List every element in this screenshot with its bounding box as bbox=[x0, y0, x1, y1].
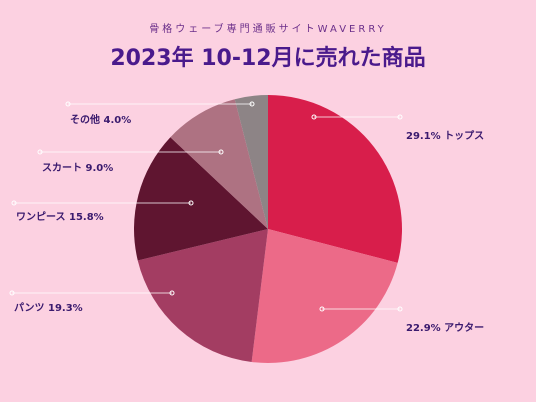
leader-dot-2-0 bbox=[169, 290, 175, 296]
leader-dot-4-1 bbox=[37, 149, 43, 155]
pie-slice-2 bbox=[137, 229, 268, 362]
pie-slice-5 bbox=[234, 95, 268, 229]
leader-dot-2-1 bbox=[9, 290, 15, 296]
leader-dot-0-0 bbox=[311, 114, 317, 120]
pie-slice-0 bbox=[268, 95, 402, 263]
slice-label-2: パンツ 19.3% bbox=[14, 302, 83, 314]
slice-label-1: 22.9% アウター bbox=[406, 322, 484, 334]
leader-dot-5-0 bbox=[249, 101, 255, 107]
pie-slice-1 bbox=[251, 229, 398, 363]
leader-dot-1-0 bbox=[319, 306, 325, 312]
leader-dot-3-1 bbox=[11, 200, 17, 206]
slice-label-5: その他 4.0% bbox=[70, 113, 131, 126]
leader-dot-4-0 bbox=[218, 149, 224, 155]
leader-dot-3-0 bbox=[188, 200, 194, 206]
pie-slice-4 bbox=[170, 99, 268, 229]
pie-slice-3 bbox=[134, 137, 268, 261]
leader-dot-5-1 bbox=[65, 101, 71, 107]
chart-title: 2023年 10-12月に売れた商品 bbox=[110, 46, 426, 71]
leader-dot-1-1 bbox=[397, 306, 403, 312]
slice-label-3: ワンピース 15.8% bbox=[16, 211, 104, 223]
chart-subtitle: 骨格ウェーブ専門通販サイトWAVERRY bbox=[149, 24, 387, 35]
slice-label-0: 29.1% トップス bbox=[406, 129, 484, 142]
leader-dot-0-1 bbox=[397, 114, 403, 120]
slice-label-4: スカート 9.0% bbox=[42, 162, 113, 174]
